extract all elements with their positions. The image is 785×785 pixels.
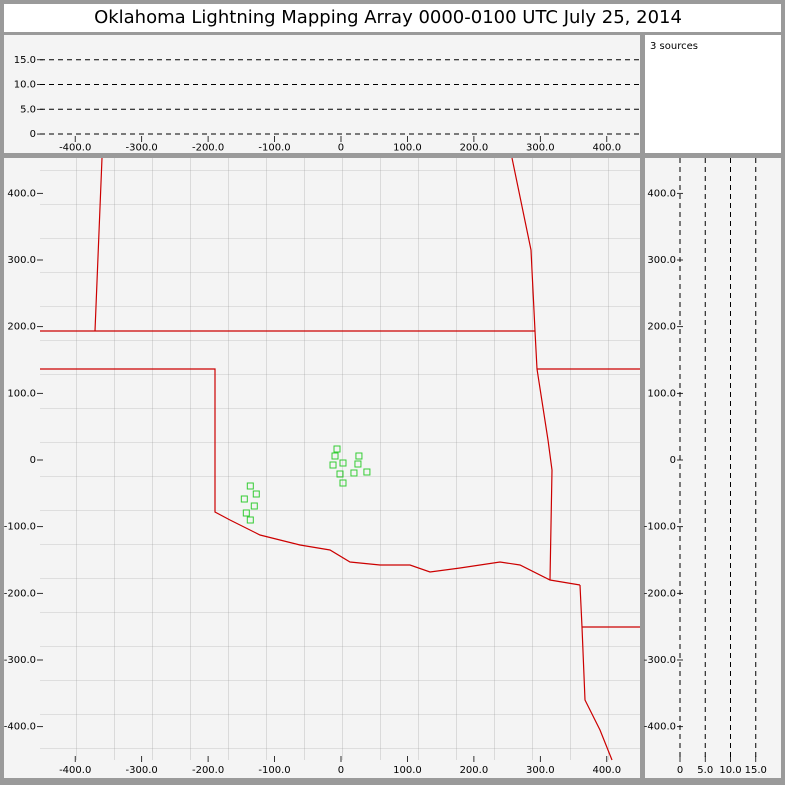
lightning-source: [354, 460, 362, 468]
y-tick-label: 400.0: [647, 188, 676, 199]
y-tick-label: -100.0: [4, 522, 36, 533]
y-tick-label: 300.0: [647, 255, 676, 266]
x-tick-label: -300.0: [126, 143, 158, 154]
y-tick-label: -300.0: [4, 655, 36, 666]
lightning-source: [339, 459, 347, 467]
x-tick-label: 0: [338, 143, 344, 154]
y-tick-label: -300.0: [644, 655, 676, 666]
x-tick-label: 0: [338, 765, 344, 776]
x-tick-label: -200.0: [192, 143, 224, 154]
y-tick-label: 200.0: [647, 322, 676, 333]
x-tick-label: -100.0: [258, 765, 290, 776]
x-tick-label: 100.0: [393, 143, 422, 154]
x-tick-label: 5.0: [697, 765, 713, 776]
lightning-source: [242, 509, 250, 517]
x-tick-label: 0: [677, 765, 683, 776]
y-tick-label: 100.0: [7, 388, 36, 399]
y-tick-label: 0: [30, 129, 36, 140]
lightning-source: [333, 445, 341, 453]
y-tick-label: -200.0: [4, 588, 36, 599]
x-tick-label: 400.0: [592, 765, 621, 776]
y-tick-label: 400.0: [7, 188, 36, 199]
y-tick-label: -200.0: [644, 588, 676, 599]
lightning-source: [355, 452, 363, 460]
y-tick-label: -400.0: [644, 722, 676, 733]
x-tick-label: -200.0: [192, 765, 224, 776]
x-tick-label: 300.0: [526, 143, 555, 154]
y-tick-label: 0: [670, 455, 676, 466]
lightning-source: [331, 452, 339, 460]
x-tick-label: -100.0: [258, 143, 290, 154]
y-tick-label: -400.0: [4, 722, 36, 733]
x-tick-label: -400.0: [59, 765, 91, 776]
x-tick-label: 200.0: [460, 765, 489, 776]
lightning-source: [240, 495, 248, 503]
y-tick-label: -100.0: [644, 522, 676, 533]
y-tick-label: 10.0: [14, 80, 36, 91]
altitude-y-panel: [645, 158, 781, 778]
altitude-x-panel: [4, 35, 640, 153]
lightning-source: [250, 502, 258, 510]
x-tick-label: 15.0: [745, 765, 767, 776]
state-borders: [40, 157, 640, 761]
lightning-source: [252, 490, 260, 498]
lightning-source: [329, 461, 337, 469]
x-tick-label: 100.0: [393, 765, 422, 776]
y-tick-label: 300.0: [7, 255, 36, 266]
y-tick-label: 100.0: [647, 388, 676, 399]
title: Oklahoma Lightning Mapping Array 0000-01…: [94, 7, 682, 28]
sources-label: 3 sources: [650, 41, 698, 52]
lightning-source: [350, 469, 358, 477]
x-tick-label: -300.0: [126, 765, 158, 776]
y-tick-label: 5.0: [20, 104, 36, 115]
title-bar: [4, 4, 781, 32]
lightning-source: [363, 468, 371, 476]
x-tick-label: -400.0: [59, 143, 91, 154]
lightning-source: [339, 479, 347, 487]
sources-panel: [645, 35, 781, 153]
y-tick-label: 200.0: [7, 322, 36, 333]
y-tick-label: 15.0: [14, 55, 36, 66]
lightning-source: [336, 470, 344, 478]
x-tick-label: 10.0: [719, 765, 741, 776]
x-tick-label: 200.0: [460, 143, 489, 154]
x-tick-label: 300.0: [526, 765, 555, 776]
county-lines: [40, 158, 640, 760]
y-tick-label: 0: [30, 455, 36, 466]
lightning-source: [246, 482, 254, 490]
x-tick-label: 400.0: [592, 143, 621, 154]
lightning-source: [246, 516, 254, 524]
